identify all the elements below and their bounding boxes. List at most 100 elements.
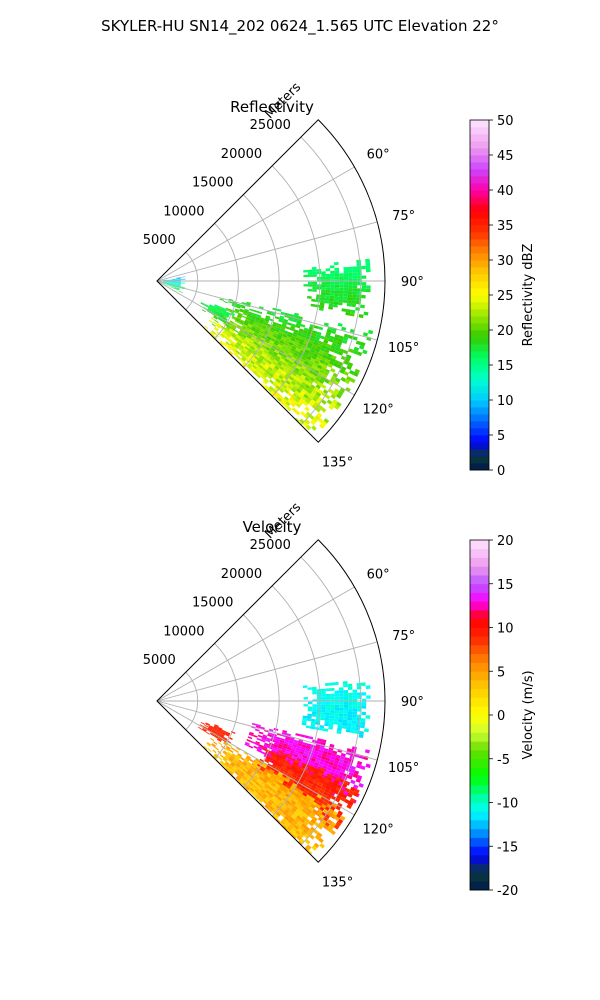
- echo-cell: [308, 401, 314, 407]
- echo-cell: [294, 390, 300, 396]
- echo-cell: [214, 724, 219, 727]
- echo-cell: [245, 336, 251, 341]
- echo-cell: [227, 345, 233, 350]
- echo-cell: [213, 306, 219, 309]
- echo-cell: [326, 793, 333, 799]
- echo-cell: [234, 344, 239, 349]
- echo-cell: [255, 338, 260, 343]
- echo-cell: [231, 333, 237, 337]
- echo-cell: [216, 310, 221, 314]
- echo-cell: [230, 762, 235, 767]
- echo-cell: [217, 728, 222, 732]
- echo-cell: [279, 340, 285, 344]
- echo-cell: [247, 324, 253, 329]
- echo-cell: [273, 793, 279, 799]
- echo-cell: [286, 758, 292, 763]
- echo-cell: [278, 395, 284, 400]
- echo-cell: [301, 757, 307, 762]
- echo-cell: [278, 750, 284, 755]
- echo-cell: [253, 309, 259, 313]
- echo-cell: [315, 407, 321, 413]
- echo-cell: [178, 290, 183, 294]
- echo-cell: [343, 282, 349, 285]
- echo-cell: [213, 316, 218, 320]
- echo-cell: [262, 342, 268, 347]
- echo-cell: [330, 795, 337, 801]
- echo-cell: [273, 351, 279, 356]
- echo-cell: [312, 704, 317, 707]
- echo-cell: [313, 379, 319, 385]
- echo-cell: [289, 350, 295, 355]
- echo-cell: [265, 370, 271, 375]
- echo-cell: [222, 758, 227, 763]
- echo-cell: [275, 775, 281, 780]
- echo-cell: [252, 334, 257, 339]
- echo-cell: [297, 798, 303, 804]
- echo-cell: [297, 400, 303, 406]
- echo-cell: [213, 307, 218, 310]
- echo-cell: [314, 369, 320, 375]
- echo-cell: [277, 809, 283, 815]
- echo-cell: [294, 367, 300, 373]
- echo-cell: [236, 355, 242, 360]
- echo-cell: [271, 749, 276, 754]
- echo-cell: [277, 763, 283, 768]
- echo-cell: [325, 709, 331, 713]
- echo-cell: [288, 360, 294, 366]
- echo-cell: [254, 775, 259, 780]
- echo-cell: [311, 775, 317, 780]
- echo-cell: [280, 372, 286, 378]
- echo-cell: [216, 324, 221, 328]
- echo-cell: [291, 774, 297, 779]
- echo-cell: [255, 787, 261, 792]
- echo-cell: [347, 717, 353, 721]
- echo-cell: [288, 341, 294, 346]
- echo-cell: [215, 732, 220, 736]
- echo-cell: [167, 282, 172, 284]
- echo-cell: [278, 761, 284, 766]
- echo-cell: [335, 767, 342, 772]
- echo-cell: [286, 765, 292, 770]
- echo-cell: [276, 325, 282, 329]
- echo-cell: [334, 334, 340, 339]
- echo-cell: [325, 287, 331, 291]
- echo-cell: [343, 713, 348, 717]
- echo-cell: [325, 334, 331, 339]
- echo-cell: [350, 779, 356, 785]
- colorbar-swatch: [470, 386, 489, 394]
- echo-cell: [366, 288, 371, 293]
- echo-cell: [247, 333, 253, 338]
- echo-cell: [213, 741, 218, 745]
- echo-cell: [346, 365, 352, 370]
- echo-cell: [316, 709, 322, 713]
- echo-cell: [220, 326, 225, 331]
- echo-cell: [315, 334, 321, 339]
- echo-cell: [343, 702, 349, 705]
- echo-cell: [230, 327, 236, 331]
- echo-cell: [337, 810, 343, 816]
- echo-cell: [352, 705, 358, 709]
- echo-cell: [330, 281, 335, 285]
- echo-cell: [275, 378, 281, 384]
- echo-cell: [257, 770, 263, 776]
- echo-cell: [256, 315, 261, 319]
- echo-cell: [275, 811, 281, 817]
- velocity-panel: Velocity 50001000015000200002500060°75°9…: [143, 500, 424, 891]
- echo-cell: [269, 330, 274, 335]
- azimuth-line: [156, 700, 378, 761]
- echo-cell: [356, 774, 363, 780]
- echo-cell: [255, 766, 260, 771]
- echo-cell: [167, 283, 172, 285]
- echo-cell: [359, 730, 364, 735]
- echo-cell: [305, 367, 311, 373]
- echo-cell: [274, 357, 280, 362]
- echo-cell: [300, 794, 306, 799]
- echo-cell: [309, 796, 316, 802]
- echo-cell: [246, 301, 251, 305]
- echo-cell: [304, 406, 310, 412]
- echo-cell: [221, 309, 227, 313]
- echo-cell: [336, 393, 342, 399]
- echo-cell: [214, 304, 219, 307]
- echo-cell: [162, 283, 167, 285]
